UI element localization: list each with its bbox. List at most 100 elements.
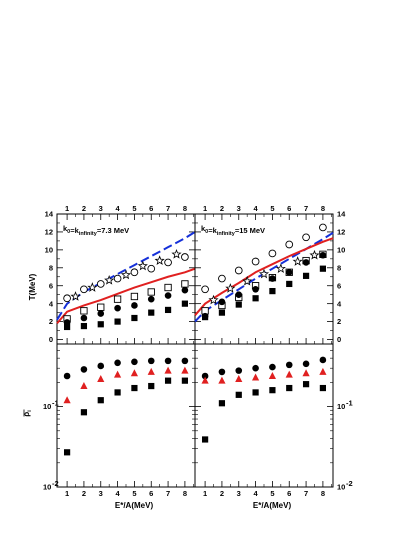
x-tick-label: 4 xyxy=(115,489,120,498)
data-point-filled-square xyxy=(63,449,71,456)
data-point-filled-square xyxy=(201,436,209,443)
panel-annotation-part: infinity xyxy=(217,231,236,237)
data-point-filled-circle xyxy=(131,302,138,309)
data-point-filled-square xyxy=(302,272,310,279)
y-axis-title-sub: i xyxy=(27,410,33,412)
axes-frame xyxy=(194,343,334,488)
x-tick-label: 2 xyxy=(220,489,224,498)
x-tick-label: 8 xyxy=(183,489,187,498)
data-point-filled-square xyxy=(97,321,104,328)
x-tick-label: 5 xyxy=(270,489,274,498)
x-axis-title: E*/A(MeV) xyxy=(115,501,154,510)
data-point-open-star xyxy=(137,260,148,271)
data-point-filled-circle xyxy=(97,362,105,370)
data-point-filled-circle xyxy=(164,357,172,365)
data-point-open-circle xyxy=(319,223,327,232)
y-tick-label: 0 xyxy=(49,335,53,344)
x-tick-label-top: 2 xyxy=(220,204,224,213)
y-tick-label-exponent: -2 xyxy=(52,479,59,488)
x-tick-label-top: 6 xyxy=(149,204,153,213)
data-point-filled-circle xyxy=(80,366,88,373)
x-tick-label-top: 3 xyxy=(99,204,103,213)
data-point-filled-square xyxy=(218,309,226,316)
y-tick-label: 10 xyxy=(337,245,345,254)
y-tick-label: 14 xyxy=(45,210,54,219)
data-point-filled-square xyxy=(80,409,88,416)
panel-bottom-right: 1 2 3 4 5 6 7 810 -210 -1E*/A(MeV) xyxy=(194,343,353,510)
data-point-filled-circle xyxy=(252,286,259,293)
data-point-open-circle xyxy=(285,240,294,249)
data-point-open-star xyxy=(225,283,236,293)
data-point-filled-circle xyxy=(164,292,172,299)
data-point-filled-square xyxy=(131,314,138,322)
y-tick-label: 12 xyxy=(337,228,345,237)
data-point-filled-circle xyxy=(285,361,293,369)
data-point-filled-circle xyxy=(269,275,276,282)
x-tick-label: 1 xyxy=(203,489,207,498)
data-point-open-circle xyxy=(96,280,105,288)
data-point-filled-triangle xyxy=(319,367,327,375)
x-tick-label: 6 xyxy=(287,489,291,498)
x-tick-label: 2 xyxy=(82,489,86,498)
x-tick-label: 7 xyxy=(304,489,308,498)
data-point-filled-circle xyxy=(147,295,155,303)
data-point-filled-square xyxy=(286,384,293,392)
data-point-open-circle xyxy=(234,266,243,275)
x-axis-title: E*/A(MeV) xyxy=(253,501,292,510)
data-point-filled-circle xyxy=(181,357,189,365)
data-point-filled-square xyxy=(131,384,138,392)
data-point-filled-circle xyxy=(218,298,226,306)
data-point-filled-square xyxy=(114,389,121,396)
data-point-filled-triangle xyxy=(302,369,310,377)
data-point-filled-circle xyxy=(235,291,243,298)
data-point-filled-circle xyxy=(319,251,327,259)
data-point-open-circle xyxy=(164,258,172,267)
data-point-filled-circle xyxy=(269,363,276,371)
panel-annotation: k0=kinfinity=15 MeV xyxy=(201,224,265,237)
x-tick-label: 5 xyxy=(132,489,136,498)
data-point-filled-square xyxy=(114,318,121,325)
x-tick-label: 3 xyxy=(99,489,103,498)
data-point-filled-circle xyxy=(302,360,310,368)
x-tick-label-top: 8 xyxy=(321,204,325,213)
data-point-filled-triangle xyxy=(181,366,189,374)
panel-annotation-part: =k xyxy=(70,226,79,235)
data-point-open-circle xyxy=(181,253,189,261)
x-tick-label-top: 4 xyxy=(253,204,258,213)
data-point-filled-triangle xyxy=(235,375,243,383)
data-point-open-square xyxy=(181,280,189,288)
data-point-filled-circle xyxy=(114,304,121,312)
data-point-open-circle xyxy=(302,233,310,242)
y-tick-label: 8 xyxy=(49,263,53,272)
x-tick-label: 1 xyxy=(65,489,69,498)
panel-annotation-part: =7.3 MeV xyxy=(97,226,129,235)
data-point-filled-triangle xyxy=(285,370,293,378)
data-point-open-star xyxy=(275,263,286,274)
data-point-filled-square xyxy=(319,384,327,392)
data-point-filled-circle xyxy=(302,259,310,266)
data-point-filled-circle xyxy=(80,314,88,322)
data-point-open-circle xyxy=(251,257,260,266)
y-tick-label: 6 xyxy=(49,281,53,290)
data-point-filled-square xyxy=(63,323,71,331)
x-tick-label-top: 3 xyxy=(237,204,241,213)
data-point-open-star xyxy=(70,291,81,301)
y-tick-label: 10 xyxy=(43,483,51,492)
data-point-filled-square xyxy=(319,265,327,272)
panel-annotation-part: =k xyxy=(208,226,217,235)
data-point-filled-triangle xyxy=(97,375,105,383)
solid-curve xyxy=(56,267,196,325)
data-point-filled-square xyxy=(269,387,276,394)
data-point-filled-circle xyxy=(63,372,71,380)
data-point-filled-square xyxy=(201,314,209,321)
x-tick-label: 6 xyxy=(149,489,153,498)
y-tick-label-exponent: -1 xyxy=(52,399,59,408)
x-tick-label-top: 1 xyxy=(65,204,69,213)
data-point-filled-triangle xyxy=(201,376,209,384)
data-point-filled-square xyxy=(235,301,242,308)
data-point-filled-square xyxy=(164,377,172,384)
data-point-filled-square xyxy=(80,322,88,330)
